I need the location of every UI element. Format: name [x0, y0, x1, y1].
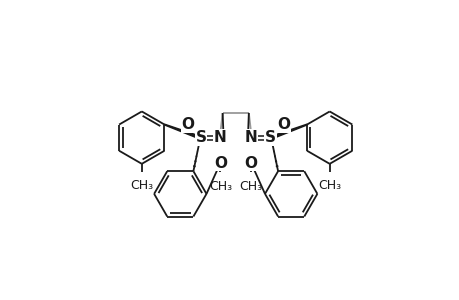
Text: S: S: [264, 130, 275, 145]
Text: CH₃: CH₃: [239, 180, 262, 193]
Text: O: O: [244, 155, 257, 170]
Text: S: S: [195, 130, 206, 145]
Text: N: N: [213, 130, 226, 145]
Text: O: O: [213, 155, 226, 170]
Polygon shape: [273, 124, 307, 138]
Text: CH₃: CH₃: [318, 179, 341, 192]
Text: N: N: [244, 130, 257, 145]
Text: CH₃: CH₃: [208, 180, 231, 193]
Text: O: O: [276, 117, 289, 132]
Text: CH₃: CH₃: [130, 179, 153, 192]
Polygon shape: [164, 124, 198, 138]
Text: O: O: [181, 117, 194, 132]
